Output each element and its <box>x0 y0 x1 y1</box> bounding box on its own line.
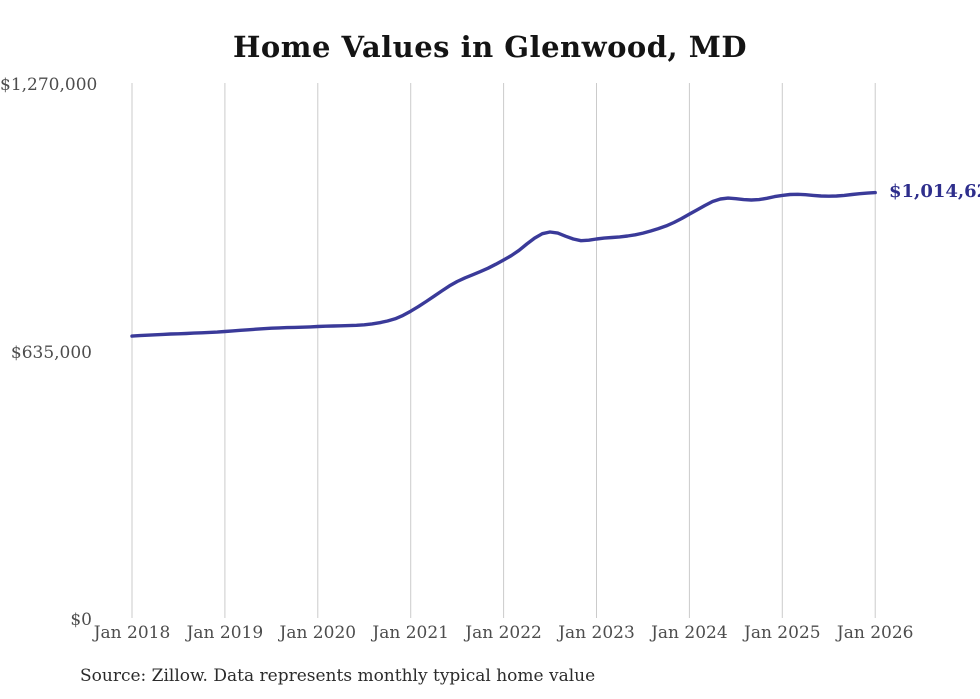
y-tick-label: $635,000 <box>10 342 92 363</box>
y-tick-label: $0 <box>70 610 92 630</box>
x-tick-label: Jan 2023 <box>558 623 635 643</box>
x-tick-label: Jan 2026 <box>836 623 914 643</box>
source-note: Source: Zillow. Data represents monthly … <box>80 666 596 686</box>
y-tick-label: $1,270,000 <box>0 75 98 95</box>
home-value-line <box>130 190 877 338</box>
x-tick-label: Jan 2018 <box>93 623 171 643</box>
latest-value-label: $1,014,625 <box>889 181 980 202</box>
x-tick-label: Jan 2022 <box>465 623 542 643</box>
chart-title: Home Values in Glenwood, MD <box>233 30 747 64</box>
x-tick-label: Jan 2020 <box>279 623 357 643</box>
x-tick-label: Jan 2025 <box>744 623 821 643</box>
x-tick-label: Jan 2019 <box>186 623 264 643</box>
x-tick-label: Jan 2024 <box>651 623 728 643</box>
x-tick-label: Jan 2021 <box>372 623 449 643</box>
